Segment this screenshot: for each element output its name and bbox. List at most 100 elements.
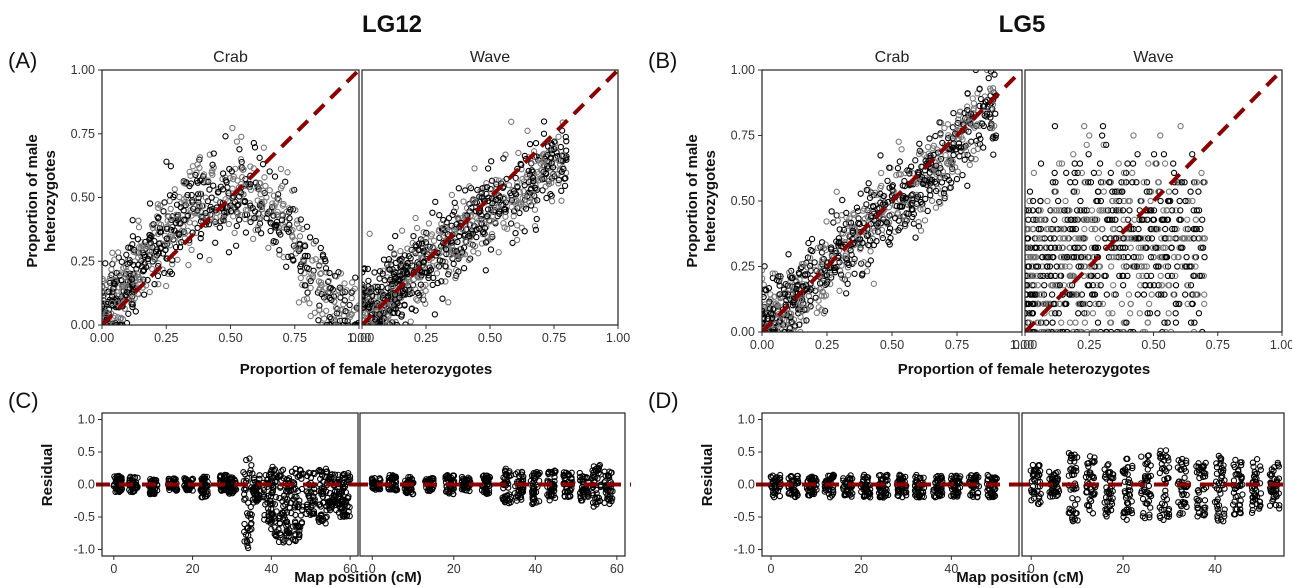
data-point	[461, 187, 469, 194]
data-point	[283, 518, 291, 525]
data-point	[1161, 160, 1169, 167]
data-point	[280, 200, 287, 208]
data-point	[1038, 216, 1045, 223]
data-point	[1052, 179, 1059, 186]
data-point	[1036, 216, 1044, 223]
data-point	[1147, 272, 1155, 280]
data-point	[1181, 179, 1188, 186]
data-point	[959, 171, 966, 179]
data-point	[501, 495, 508, 502]
data-point	[529, 493, 536, 501]
data-point	[337, 513, 344, 520]
data-point	[798, 304, 805, 312]
data-point	[135, 217, 142, 224]
data-point	[243, 510, 251, 517]
data-point	[1135, 272, 1143, 280]
data-point	[1096, 160, 1104, 167]
data-point	[1120, 319, 1127, 326]
data-point	[1109, 207, 1116, 214]
data-point	[1124, 160, 1131, 167]
data-point	[270, 192, 278, 199]
data-point	[206, 256, 213, 264]
data-point	[261, 174, 268, 181]
y-tick-label: -1.0	[73, 543, 95, 557]
data-point	[341, 297, 348, 304]
data-point	[1120, 235, 1127, 242]
data-point	[500, 194, 508, 201]
data-point	[328, 501, 335, 508]
data-point	[286, 225, 293, 232]
data-point	[166, 242, 174, 249]
data-point	[270, 467, 277, 474]
data-point	[253, 485, 260, 493]
data-point	[839, 275, 846, 282]
data-point	[1162, 225, 1169, 233]
data-point	[987, 114, 994, 121]
data-point	[260, 144, 268, 151]
y-axis-title-c: Residual	[39, 444, 56, 507]
data-point	[1190, 225, 1198, 233]
data-point	[1191, 253, 1199, 261]
data-point	[328, 296, 335, 304]
data-point	[405, 279, 413, 286]
data-point	[1037, 272, 1044, 280]
data-point	[1033, 300, 1041, 308]
data-point	[276, 519, 283, 527]
data-point	[896, 158, 903, 165]
data-point	[247, 218, 254, 226]
data-point	[257, 199, 265, 207]
data-point	[325, 277, 332, 285]
data-point	[455, 268, 462, 275]
facet-label: Wave	[1133, 49, 1173, 66]
data-point	[332, 304, 340, 311]
data-point	[216, 224, 224, 231]
data-point	[488, 177, 496, 184]
data-point	[1141, 235, 1149, 242]
data-point	[983, 110, 991, 117]
data-point	[258, 205, 266, 213]
data-point	[1123, 319, 1130, 326]
data-point	[863, 201, 870, 208]
data-point	[1076, 244, 1083, 251]
data-point	[905, 210, 912, 217]
data-point	[820, 310, 828, 317]
data-point	[1094, 319, 1102, 326]
panel-label-c: (C)	[8, 388, 39, 413]
data-point	[533, 215, 540, 223]
data-point	[260, 486, 268, 494]
data-point	[866, 209, 873, 216]
reference-line	[762, 70, 1022, 332]
data-point	[1157, 132, 1164, 139]
data-point	[1173, 225, 1180, 233]
data-point	[891, 228, 899, 235]
data-point	[492, 176, 499, 184]
data-point	[147, 239, 154, 246]
data-point	[920, 180, 927, 188]
x-tick-label: 0.25	[154, 331, 178, 345]
data-point	[762, 304, 768, 311]
data-point	[518, 161, 525, 169]
data-point	[1172, 207, 1179, 214]
data-point	[240, 166, 247, 173]
data-point	[241, 198, 249, 206]
data-point	[1116, 197, 1123, 205]
data-point	[1061, 263, 1069, 270]
data-point	[206, 206, 213, 214]
data-point	[1108, 263, 1115, 270]
data-point	[173, 211, 180, 218]
y-axis-title-d: Residual	[699, 444, 716, 507]
data-point	[1039, 253, 1046, 261]
data-point	[210, 182, 217, 189]
data-point	[535, 471, 542, 478]
data-point	[135, 224, 143, 231]
data-point	[270, 238, 277, 245]
data-point	[362, 265, 368, 272]
data-point	[961, 156, 968, 163]
data-point	[1053, 263, 1060, 270]
data-point	[248, 462, 255, 469]
data-point	[339, 498, 346, 506]
data-point	[1066, 319, 1074, 326]
data-point	[422, 239, 430, 246]
